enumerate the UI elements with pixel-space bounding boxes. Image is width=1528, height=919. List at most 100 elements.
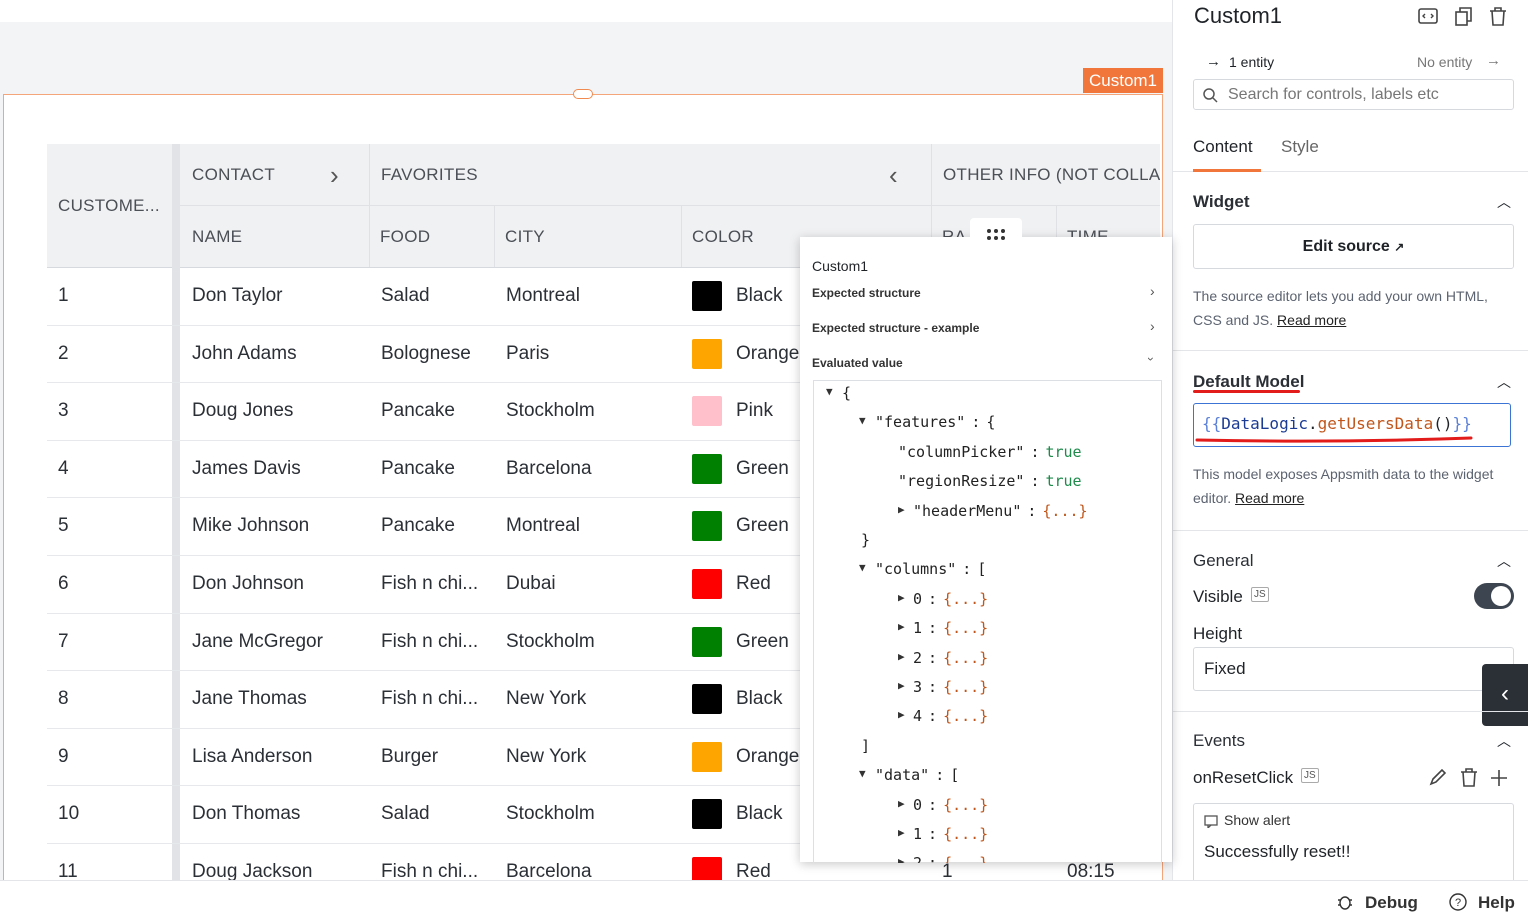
collapse-icon[interactable]: ︿ [1497,553,1511,569]
section-label[interactable]: Expected structure [812,286,921,300]
tree-toggle[interactable]: ▶ [898,590,905,604]
tree-toggle[interactable]: ▶ [898,855,905,863]
tree-toggle[interactable]: ▶ [898,708,905,722]
tree-line: "regionResize": true [898,472,1082,490]
header-divider [681,205,682,267]
search-box[interactable]: Search for controls, labels etc [1193,79,1514,110]
color-swatch [692,684,722,715]
resize-handle[interactable] [573,89,593,99]
table-cell: 9 [58,745,69,767]
table-cell: Don Johnson [192,573,304,594]
section-label[interactable]: Expected structure - example [812,321,980,335]
tree-bracket: { [986,413,996,432]
section-label[interactable]: Evaluated value [812,356,903,370]
collapse-icon[interactable]: ︿ [1497,733,1511,749]
js-badge[interactable]: JS [1251,587,1269,602]
color-swatch [692,338,722,369]
table-cell: Orange [736,342,800,364]
table-cell: Montreal [506,285,580,306]
tree-line: "headerMenu": {...} [913,502,1088,520]
tree-line: 1: {...} [913,619,988,637]
header-line [180,205,1160,206]
tree-toggle[interactable]: ▼ [859,561,866,575]
tree-line: "features": { [875,413,995,431]
table-cell: Jane McGregor [192,630,323,652]
table-cell: Green [736,515,789,537]
read-more-link[interactable]: Read more [1277,312,1347,328]
section-heading: Default Model [1193,372,1305,391]
help-button[interactable]: Help [1478,893,1515,912]
field-label: Height [1193,624,1243,643]
height-select[interactable]: Fixed [1193,647,1514,691]
tree-toggle[interactable]: ▶ [898,502,905,516]
column-header: FOOD [380,227,431,246]
row-line [47,612,1160,614]
table-cell: Lisa Anderson [192,745,313,767]
table-cell: Stockholm [506,400,595,422]
tree-key: 2 [913,648,923,667]
tree-line: 4: {...} [913,707,988,725]
event-icons[interactable] [1428,767,1513,789]
table-cell: Pancake [381,457,455,479]
tree-toggle[interactable]: ▼ [859,767,866,781]
tree-value: {...} [943,589,989,608]
tree-value: {...} [943,854,988,863]
divider [1173,350,1528,351]
table-cell: 2 [58,342,69,364]
table-cell: Doug Jones [192,400,294,422]
entity-arrow: → [1486,52,1501,69]
row-line [47,382,1160,384]
tree-bracket: } [861,531,871,549]
tree-line: 2: {...} [913,854,988,863]
color-swatch [692,281,722,311]
row-line [47,727,1160,729]
table-cell: Pancake [381,400,455,422]
code-input[interactable]: {{DataLogic.getUsersData()}} [1193,403,1511,447]
read-more-link[interactable]: Read more [1235,490,1305,506]
table-cell: New York [506,688,587,710]
debug-button[interactable]: Debug [1365,893,1418,912]
tree-sep: : [971,413,981,432]
action-message: Successfully reset!! [1204,842,1351,861]
entity-link[interactable]: 1 entity [1229,54,1275,70]
table-cell: Doug Jackson [192,861,313,880]
tree-toggle[interactable]: ▶ [898,649,905,663]
drag-handle[interactable] [970,218,1022,254]
table-cell: Bolognese [381,342,471,364]
tree-toggle[interactable]: ▼ [859,414,866,428]
description: This model exposes Appsmith data to the … [1193,462,1518,510]
tab-indicator [1193,169,1261,172]
collapse-icon[interactable]: ︿ [1497,194,1511,210]
tree-toggle[interactable]: ▶ [898,620,905,634]
table-cell: Pink [736,400,773,422]
entity-link[interactable]: No entity [1417,54,1473,70]
widget-label[interactable]: Custom1 [1083,68,1163,93]
edit-source-button[interactable]: Edit source ↗ [1193,224,1514,269]
column-header: COLOR [692,227,754,246]
collapse-icon: ‹ [889,160,898,190]
tree-toggle[interactable]: ▶ [898,679,905,692]
tree-line: "columnPicker": true [898,443,1082,461]
action-card[interactable]: Show alert Successfully reset!! [1193,803,1514,885]
js-badge[interactable]: JS [1301,768,1319,783]
header-icons[interactable] [1415,4,1515,28]
tree-toggle[interactable]: ▶ [898,796,905,810]
collapse-icon[interactable]: ︿ [1497,374,1511,390]
tree-key: "headerMenu" [913,501,1022,520]
table-cell: Jane Thomas [192,688,307,710]
row-line [47,439,1160,441]
tree-key: 3 [913,678,923,696]
header-divider [931,205,932,267]
tree-toggle[interactable]: ▼ [826,385,833,398]
tree-toggle[interactable]: ▶ [898,826,905,839]
collapse-panel-button[interactable]: ‹ [1482,664,1528,726]
tree-bracket: { [842,384,852,402]
tree-key: 2 [913,854,922,863]
color-swatch [692,453,722,484]
column-header: NAME [192,227,243,246]
table-cell: Red [736,861,771,880]
tab[interactable]: Style [1281,137,1319,156]
toggle[interactable] [1474,583,1514,609]
tab[interactable]: Content [1193,137,1253,156]
